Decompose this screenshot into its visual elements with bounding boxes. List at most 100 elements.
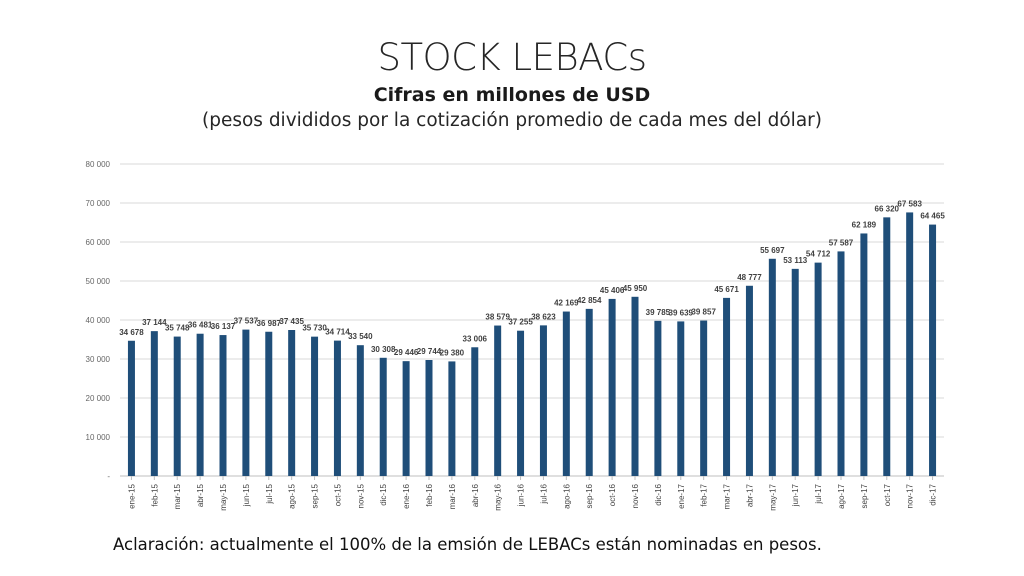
x-tick-label: jun-17: [791, 483, 800, 507]
data-label: 54 712: [806, 250, 831, 259]
data-label: 34 714: [325, 328, 350, 337]
x-tick-label: ago-16: [562, 483, 571, 508]
data-label: 34 678: [119, 328, 144, 337]
x-tick-label: dic-15: [379, 483, 388, 505]
bar: [654, 320, 662, 476]
x-tick-label: may-16: [494, 483, 503, 510]
y-tick-label: 20 000: [86, 394, 111, 403]
bar: [150, 331, 158, 476]
bar: [837, 251, 845, 476]
data-label: 35 748: [165, 324, 190, 333]
bar: [539, 325, 547, 476]
chart-subtitle: Cifras en millones de USD: [373, 84, 651, 106]
x-tick-label: sep-15: [311, 483, 320, 508]
x-tick-label: jul-16: [539, 483, 548, 504]
data-label: 55 697: [760, 246, 785, 255]
x-tick-label: feb-16: [425, 483, 434, 506]
data-label: 38 579: [485, 313, 510, 322]
x-tick-label: oct-15: [333, 483, 342, 506]
x-tick-label: ene-15: [127, 483, 136, 508]
x-tick-label: feb-15: [150, 483, 159, 506]
bar: [517, 330, 525, 476]
data-label: 48 777: [737, 273, 762, 282]
bar: [883, 217, 891, 477]
data-label: 64 465: [920, 212, 945, 221]
data-label: 30 308: [371, 345, 396, 354]
data-label: 38 623: [531, 312, 556, 321]
chart-title: STOCK LEBACs: [377, 36, 647, 79]
data-label: 53 113: [783, 256, 808, 265]
bar: [906, 212, 914, 476]
x-tick-label: mar-15: [173, 483, 182, 509]
y-tick-label: 40 000: [86, 316, 111, 325]
x-tick-label: jul-17: [814, 483, 823, 504]
data-label: 45 671: [714, 285, 739, 294]
data-label: 33 540: [348, 332, 373, 341]
x-tick-label: abr-17: [745, 483, 754, 507]
x-tick-label: ene-17: [677, 483, 686, 508]
bar: [745, 285, 753, 476]
data-label: 37 255: [508, 318, 533, 327]
y-tick-label: 70 000: [86, 199, 111, 208]
x-tick-label: feb-17: [700, 483, 709, 506]
bar: [448, 361, 456, 476]
data-label: 66 320: [875, 204, 900, 213]
bar: [265, 331, 273, 476]
x-tick-label: oct-17: [883, 483, 892, 506]
bar: [127, 340, 135, 476]
bar: [494, 325, 502, 476]
x-tick-label: jun-15: [242, 483, 251, 507]
data-label: 42 854: [577, 296, 602, 305]
chart-subtitle-note: (pesos divididos por la cotización prome…: [202, 110, 822, 131]
y-tick-label: 60 000: [86, 238, 111, 247]
x-tick-label: sep-16: [585, 483, 594, 508]
data-label: 36 137: [211, 322, 236, 331]
x-tick-label: ene-16: [402, 483, 411, 508]
data-label: 29 744: [417, 347, 442, 356]
bar: [379, 357, 387, 476]
data-label: 29 380: [440, 348, 465, 357]
y-tick-label: 80 000: [86, 160, 111, 169]
data-label: 45 406: [600, 286, 625, 295]
x-tick-label: abr-15: [196, 483, 205, 507]
data-label: 45 950: [623, 284, 648, 293]
bar: [814, 262, 822, 476]
data-label: 39 785: [646, 308, 671, 317]
x-tick-label: nov-17: [906, 483, 915, 508]
x-tick-label: abr-16: [471, 483, 480, 507]
data-label: 57 587: [829, 238, 854, 247]
bar: [402, 361, 410, 476]
x-tick-label: jul-15: [265, 483, 274, 504]
x-tick-label: mar-17: [723, 483, 732, 509]
data-label: 42 169: [554, 299, 579, 308]
data-label: 37 537: [234, 317, 259, 326]
y-tick-label: 50 000: [86, 277, 111, 286]
x-tick-label: nov-15: [356, 483, 365, 508]
bar: [768, 258, 776, 476]
x-tick-label: jun-16: [517, 483, 526, 507]
x-tick-label: may-15: [219, 483, 228, 510]
bar: [585, 308, 593, 476]
x-tick-label: ago-17: [837, 483, 846, 508]
x-tick-label: nov-16: [631, 483, 640, 508]
data-label: 67 583: [897, 199, 922, 208]
data-label: 33 006: [463, 334, 488, 343]
x-tick-label: mar-16: [448, 483, 457, 509]
x-tick-label: may-17: [768, 483, 777, 510]
bar: [608, 298, 616, 476]
bar: [333, 340, 341, 476]
data-label: 36 481: [188, 321, 213, 330]
data-label: 37 435: [279, 317, 304, 326]
bar: [677, 321, 685, 476]
bar: [562, 311, 570, 476]
y-tick-label: -: [107, 472, 110, 481]
data-label: 36 987: [257, 319, 282, 328]
x-tick-label: dic-16: [654, 483, 663, 505]
x-tick-label: ago-15: [288, 483, 297, 508]
data-label: 39 639: [669, 308, 694, 317]
bar: [791, 268, 799, 476]
x-tick-label: dic-17: [929, 483, 938, 505]
bar: [929, 224, 937, 476]
footnote: Aclaración: actualmente el 100% de la em…: [113, 535, 822, 554]
bar: [425, 359, 433, 476]
